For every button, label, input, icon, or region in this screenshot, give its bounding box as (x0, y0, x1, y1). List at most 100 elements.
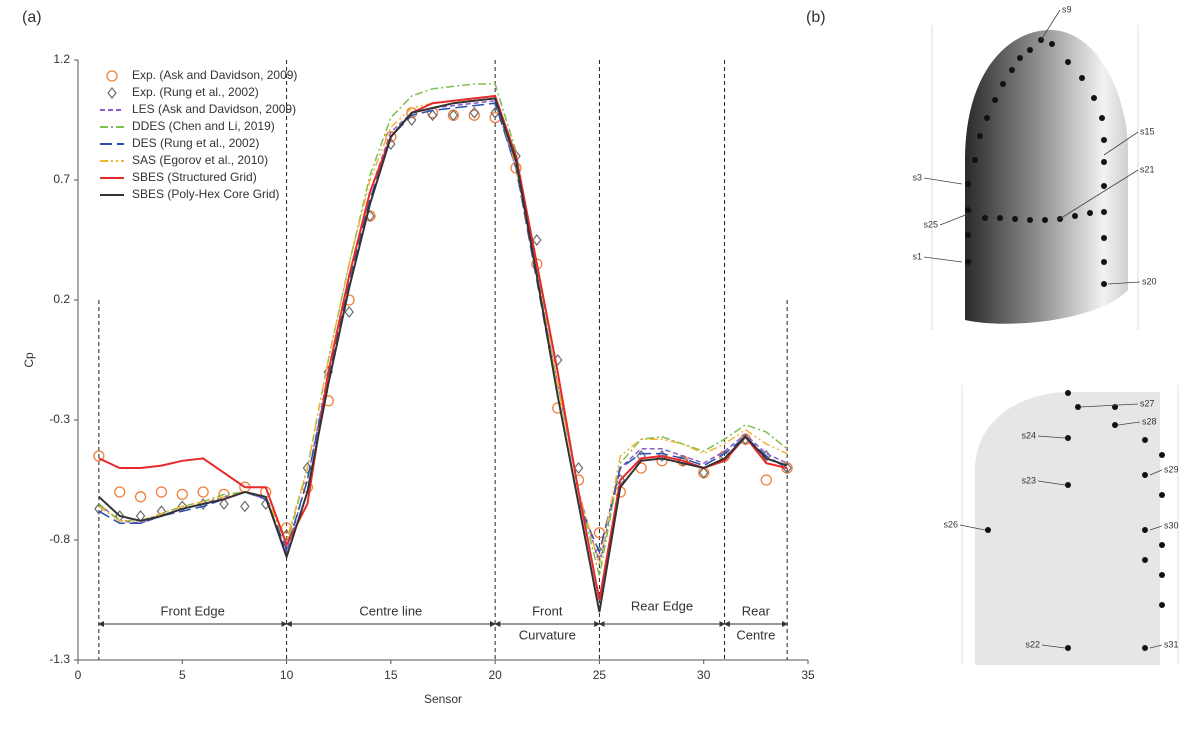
marker-diamond (573, 462, 584, 474)
x-tick-label: 15 (384, 668, 398, 682)
sensor-dot (1009, 67, 1015, 73)
sensor-label: s25 (923, 219, 938, 229)
x-tick-label: 10 (280, 668, 294, 682)
sensor-dot (1101, 209, 1107, 215)
legend-label: SAS (Egorov et al., 2010) (132, 153, 268, 167)
leader-line (1149, 644, 1163, 649)
sensor-dot (1000, 81, 1006, 87)
marker-circle (760, 474, 772, 486)
sensor-dot (1159, 542, 1165, 548)
sensor-dot (965, 232, 971, 238)
sensor-dot (1142, 557, 1148, 563)
y-tick-label: 0.2 (53, 292, 70, 306)
sensor-dot (965, 207, 971, 213)
sensor-label: s1 (912, 251, 922, 261)
sensor-dot (1101, 137, 1107, 143)
marker-diamond (427, 109, 438, 122)
legend-marker (106, 70, 118, 82)
sensor-dot (1065, 435, 1071, 441)
leader-line (1041, 644, 1066, 649)
marker-circle (468, 109, 480, 121)
sensor-dot (1091, 95, 1097, 101)
sensor-dot (1101, 183, 1107, 189)
leader-line (1103, 131, 1139, 156)
sensor-dot (992, 97, 998, 103)
marker-diamond (678, 454, 688, 467)
sensor-dot (982, 215, 988, 221)
sensor-dot (1075, 404, 1081, 410)
sensor-dot (1012, 216, 1018, 222)
leader-line (1149, 525, 1163, 531)
x-axis-label: Sensor (424, 692, 462, 706)
sensor-label: s20 (1142, 276, 1157, 286)
legend-marker (107, 87, 117, 99)
sensor-dot (1142, 472, 1148, 478)
marker-diamond (698, 466, 709, 479)
sensor-label: s23 (1021, 475, 1036, 485)
marker-circle (114, 486, 126, 498)
marker-diamond (532, 234, 542, 246)
marker-circle (93, 450, 105, 462)
x-tick-label: 25 (593, 668, 607, 682)
sensor-dot (1159, 492, 1165, 498)
series-line (98, 102, 788, 555)
sensor-dot (1027, 47, 1033, 53)
panel-label: (a) (22, 9, 42, 26)
section-label: Centre (736, 627, 775, 642)
leader-line (1149, 469, 1163, 476)
sensor-dot (977, 133, 983, 139)
sensor-dot (1142, 645, 1148, 651)
legend-label: LES (Ask and Davidson, 2009) (132, 102, 296, 116)
leader-line (1037, 480, 1066, 486)
sensor-dot (1065, 59, 1071, 65)
y-tick-label: 0.7 (53, 172, 70, 186)
sensor-dot (1065, 482, 1071, 488)
marker-diamond (94, 502, 104, 515)
leader-line (939, 213, 969, 226)
series-line (98, 94, 788, 601)
legend-label: Exp. (Ask and Davidson, 2009) (132, 68, 297, 82)
sensor-label: s24 (1021, 430, 1036, 440)
leader-line (1107, 281, 1141, 285)
y-tick-label: -1.3 (49, 652, 70, 666)
series-line (98, 99, 788, 565)
marker-diamond (594, 546, 605, 558)
sensor-label: s27 (1140, 398, 1155, 408)
marker-diamond (240, 500, 250, 513)
sensor-dot (1159, 452, 1165, 458)
section-label: Rear Edge (631, 599, 693, 614)
sensor-label: s21 (1140, 164, 1155, 174)
sensor-dot (1017, 55, 1023, 61)
sensor-dot (1065, 390, 1071, 396)
marker-diamond (469, 106, 480, 119)
marker-circle (176, 488, 188, 501)
sensor-label: s31 (1164, 639, 1179, 649)
sensor-label: s22 (1025, 639, 1040, 649)
marker-circle (197, 486, 209, 498)
x-tick-label: 5 (179, 668, 186, 682)
sensor-label: s9 (1062, 4, 1072, 14)
sensor-label: s28 (1142, 416, 1157, 426)
leader-line (1117, 421, 1141, 426)
panel-label: (b) (806, 9, 826, 26)
sensor-dot (1101, 235, 1107, 241)
legend-label: Exp. (Rung et al., 2002) (132, 85, 259, 99)
sensor-label: s29 (1164, 464, 1179, 474)
sensor-label: s30 (1164, 520, 1179, 530)
sensor-dot (1079, 75, 1085, 81)
leader-line (923, 256, 963, 263)
sensor-dot (1101, 159, 1107, 165)
sensor-label: s26 (943, 519, 958, 529)
body-shape (965, 30, 1128, 324)
marker-diamond (219, 498, 229, 510)
sensor-dot (1065, 645, 1071, 651)
y-tick-label: -0.3 (49, 412, 70, 426)
sensor-dot (1101, 259, 1107, 265)
x-tick-label: 30 (697, 668, 711, 682)
sensor-label: s3 (912, 172, 922, 182)
sensor-dot (965, 259, 971, 265)
marker-circle (593, 527, 606, 539)
sensor-dot (1159, 602, 1165, 608)
sensor-dot (1072, 213, 1078, 219)
